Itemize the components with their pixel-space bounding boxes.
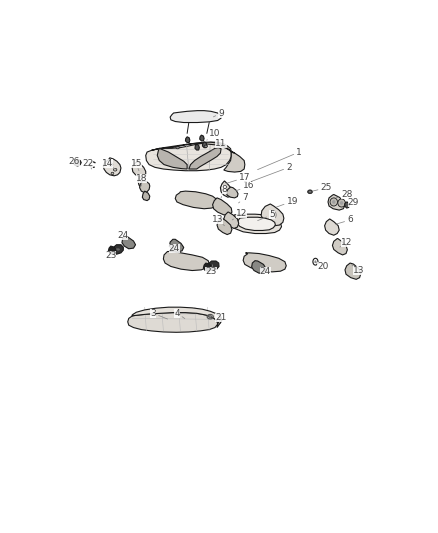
Polygon shape <box>195 144 199 150</box>
Polygon shape <box>332 239 347 255</box>
Text: 26: 26 <box>69 157 80 166</box>
Ellipse shape <box>204 145 208 148</box>
Ellipse shape <box>307 190 312 193</box>
Text: 6: 6 <box>336 215 353 224</box>
Polygon shape <box>152 142 235 153</box>
Text: 10: 10 <box>207 129 220 140</box>
Polygon shape <box>231 214 282 233</box>
Ellipse shape <box>176 147 179 149</box>
Polygon shape <box>217 317 222 328</box>
Polygon shape <box>132 307 222 324</box>
Text: 21: 21 <box>212 313 227 322</box>
Polygon shape <box>189 148 221 169</box>
Polygon shape <box>217 218 232 235</box>
Text: 18: 18 <box>135 174 147 186</box>
Ellipse shape <box>209 316 212 318</box>
Polygon shape <box>103 158 121 176</box>
Text: 24: 24 <box>169 242 180 253</box>
Ellipse shape <box>340 201 343 205</box>
Ellipse shape <box>338 199 345 207</box>
Polygon shape <box>212 198 232 215</box>
Text: 19: 19 <box>276 197 298 207</box>
Ellipse shape <box>332 200 336 204</box>
Text: 13: 13 <box>352 265 364 276</box>
Polygon shape <box>202 142 207 148</box>
Text: 12: 12 <box>340 238 352 247</box>
Polygon shape <box>345 202 350 208</box>
Ellipse shape <box>309 191 311 192</box>
Polygon shape <box>243 253 286 272</box>
Polygon shape <box>163 252 209 271</box>
Text: 9: 9 <box>213 109 224 117</box>
Polygon shape <box>208 261 219 271</box>
Text: 23: 23 <box>105 249 117 260</box>
Polygon shape <box>328 195 345 210</box>
Polygon shape <box>157 148 187 169</box>
Polygon shape <box>251 261 266 273</box>
Text: 24: 24 <box>257 266 271 277</box>
Text: 24: 24 <box>117 231 128 240</box>
Polygon shape <box>132 161 146 177</box>
Polygon shape <box>220 181 233 197</box>
Text: 11: 11 <box>212 139 227 151</box>
Text: 25: 25 <box>313 183 332 192</box>
Text: 7: 7 <box>239 193 248 203</box>
Text: 2: 2 <box>251 163 292 182</box>
Polygon shape <box>74 159 81 166</box>
Text: 5: 5 <box>258 211 275 221</box>
Polygon shape <box>200 135 204 141</box>
Polygon shape <box>138 177 143 188</box>
Ellipse shape <box>117 248 120 251</box>
Ellipse shape <box>314 260 317 263</box>
Polygon shape <box>113 245 124 254</box>
Ellipse shape <box>111 172 114 175</box>
Polygon shape <box>224 152 245 172</box>
Ellipse shape <box>330 198 338 206</box>
Text: 29: 29 <box>346 198 359 207</box>
Polygon shape <box>146 142 231 171</box>
Polygon shape <box>261 204 284 225</box>
Text: 8: 8 <box>221 185 227 198</box>
Ellipse shape <box>113 168 117 171</box>
Polygon shape <box>203 263 212 271</box>
Polygon shape <box>128 313 218 332</box>
Text: 20: 20 <box>315 262 328 271</box>
Polygon shape <box>108 246 116 254</box>
Text: 1: 1 <box>258 148 302 169</box>
Polygon shape <box>224 212 239 229</box>
Text: 12: 12 <box>232 208 247 220</box>
Polygon shape <box>345 263 361 279</box>
Polygon shape <box>170 239 184 252</box>
Polygon shape <box>140 181 150 193</box>
Text: 3: 3 <box>150 309 168 319</box>
Text: 15: 15 <box>131 159 142 171</box>
Polygon shape <box>175 191 218 209</box>
Polygon shape <box>170 111 221 123</box>
Text: 23: 23 <box>205 265 216 277</box>
Polygon shape <box>185 137 190 142</box>
Text: 4: 4 <box>174 309 185 319</box>
Polygon shape <box>238 217 276 230</box>
Ellipse shape <box>109 163 113 166</box>
Text: 13: 13 <box>212 215 224 225</box>
Text: 28: 28 <box>336 190 352 199</box>
Polygon shape <box>142 191 150 200</box>
Polygon shape <box>325 219 339 235</box>
Text: 14: 14 <box>102 159 115 169</box>
Text: 17: 17 <box>226 173 251 183</box>
Polygon shape <box>226 187 238 198</box>
Text: 22: 22 <box>82 159 93 169</box>
Text: 16: 16 <box>236 182 254 191</box>
Polygon shape <box>122 236 135 249</box>
